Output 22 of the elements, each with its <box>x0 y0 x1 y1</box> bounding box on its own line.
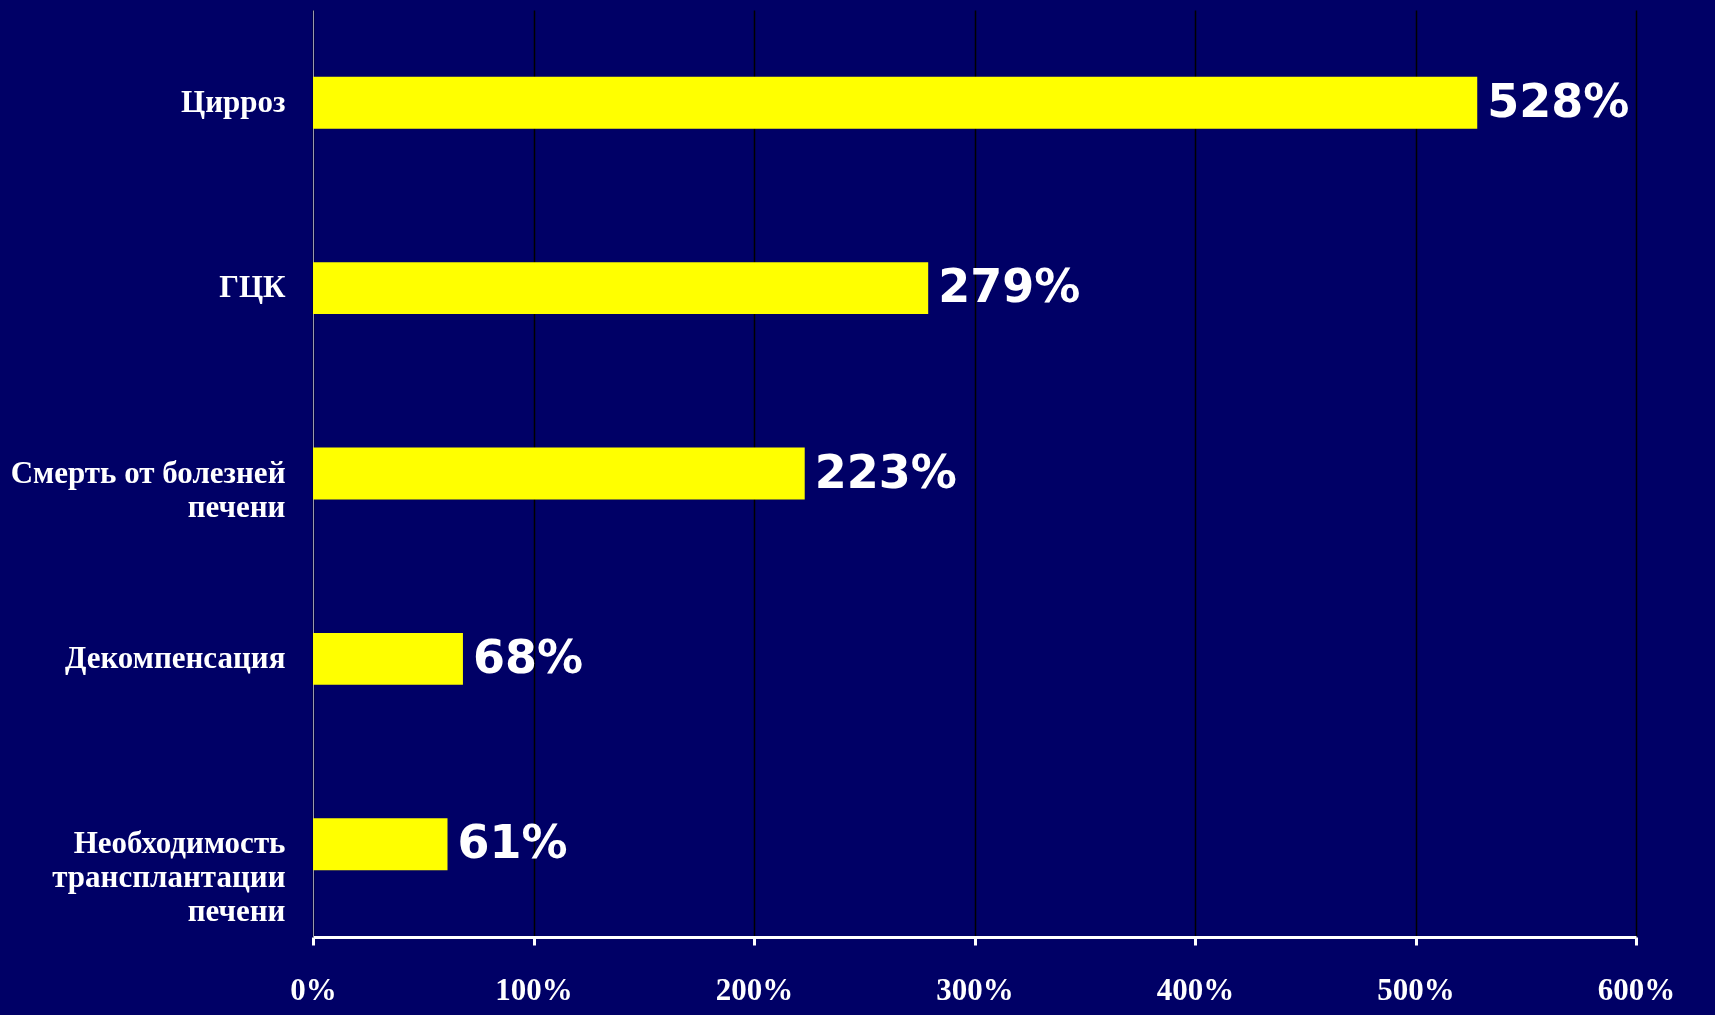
x-tick-label: 0% <box>290 971 337 1007</box>
data-label: 528% <box>1487 73 1630 128</box>
x-tick-label: 400% <box>1156 971 1235 1007</box>
y-tick-label: Смерть от болезней печени <box>10 454 286 524</box>
y-tick-label: Необходимость трансплантации печени <box>52 825 286 929</box>
bar <box>313 262 929 315</box>
bar <box>313 447 805 500</box>
x-tick-label: 100% <box>495 971 573 1007</box>
x-tick-label: 600% <box>1597 971 1676 1007</box>
x-tick-label: 500% <box>1377 971 1455 1007</box>
data-label: 61% <box>457 815 568 870</box>
data-label: 68% <box>472 629 584 684</box>
bar <box>313 818 448 871</box>
bar <box>313 76 1478 129</box>
y-tick-label: Цирроз <box>181 83 286 119</box>
data-label: 279% <box>938 259 1081 314</box>
y-tick-label: ГЦК <box>219 269 287 305</box>
bar <box>313 632 463 685</box>
y-tick-label: Декомпенсация <box>64 639 286 675</box>
data-label: 223% <box>814 444 957 499</box>
x-tick-label: 200% <box>715 971 794 1007</box>
x-tick-label: 300% <box>936 971 1014 1007</box>
